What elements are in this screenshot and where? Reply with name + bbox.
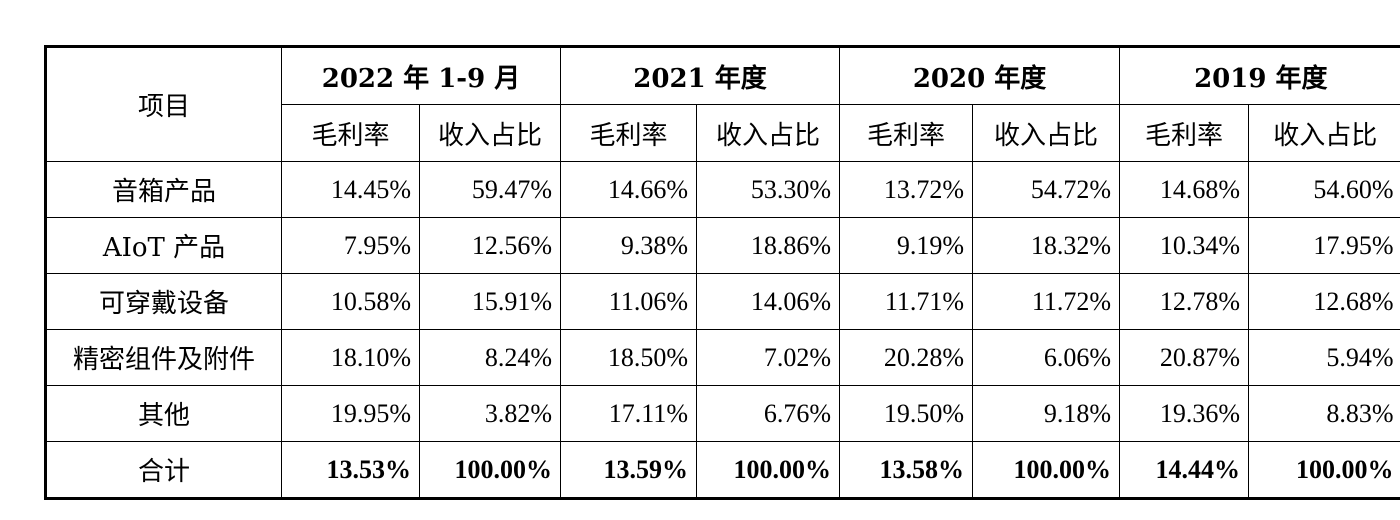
table-cell: 9.18% bbox=[972, 385, 1121, 442]
table-cell: 7.02% bbox=[695, 329, 841, 386]
table-cell: 9.19% bbox=[839, 217, 974, 274]
table-cell: 9.38% bbox=[560, 217, 697, 274]
subheader-gross-margin: 毛利率 bbox=[560, 104, 697, 162]
subheader-revenue-share: 收入占比 bbox=[695, 104, 841, 162]
subheader-gross-margin: 毛利率 bbox=[281, 104, 420, 162]
table-cell: 15.91% bbox=[419, 273, 561, 330]
table-cell: 14.06% bbox=[695, 273, 841, 330]
total-cell: 13.58% bbox=[839, 441, 974, 499]
subheader-gross-margin: 毛利率 bbox=[839, 104, 974, 162]
total-row: 合计 13.53% 100.00% 13.59% 100.00% 13.58% … bbox=[45, 441, 1400, 499]
total-cell: 100.00% bbox=[419, 441, 561, 499]
table-cell: 19.95% bbox=[281, 385, 420, 442]
table-cell: 11.06% bbox=[560, 273, 697, 330]
table-cell: 59.47% bbox=[419, 161, 561, 218]
table-row: 音箱产品 14.45% 59.47% 14.66% 53.30% 13.72% … bbox=[45, 161, 1400, 218]
table-cell: 14.68% bbox=[1119, 161, 1250, 218]
table-cell: 18.32% bbox=[972, 217, 1121, 274]
subheader-revenue-share: 收入占比 bbox=[419, 104, 561, 162]
table-cell: 13.72% bbox=[839, 161, 974, 218]
period-header-1: 2021 年度 bbox=[559, 46, 841, 105]
table-cell: 10.58% bbox=[281, 273, 420, 330]
table-row: 可穿戴设备 10.58% 15.91% 11.06% 14.06% 11.71%… bbox=[45, 273, 1400, 330]
table-cell: 12.78% bbox=[1119, 273, 1250, 330]
subheader-revenue-share: 收入占比 bbox=[1248, 104, 1400, 162]
total-cell: 100.00% bbox=[695, 441, 841, 499]
table-cell: 7.95% bbox=[281, 217, 420, 274]
total-cell: 100.00% bbox=[1248, 441, 1400, 499]
table-cell: 19.50% bbox=[839, 385, 974, 442]
row-label: 其他 bbox=[45, 385, 282, 442]
row-label: AIoT 产品 bbox=[45, 217, 282, 274]
table-body: 音箱产品 14.45% 59.47% 14.66% 53.30% 13.72% … bbox=[45, 161, 1400, 499]
subheader-gross-margin: 毛利率 bbox=[1119, 104, 1250, 162]
period-header-0: 2022 年 1-9 月 bbox=[281, 46, 561, 105]
table-cell: 11.71% bbox=[839, 273, 974, 330]
table-row: 其他 19.95% 3.82% 17.11% 6.76% 19.50% 9.18… bbox=[45, 385, 1400, 442]
table-cell: 18.10% bbox=[281, 329, 420, 386]
gross-margin-table: 项目 2022 年 1-9 月 2021 年度 2020 年度 2019 年度 … bbox=[44, 45, 1400, 500]
table-cell: 5.94% bbox=[1248, 329, 1400, 386]
table-cell: 8.83% bbox=[1248, 385, 1400, 442]
table-cell: 17.11% bbox=[560, 385, 697, 442]
table-cell: 6.76% bbox=[695, 385, 841, 442]
table-cell: 12.56% bbox=[419, 217, 561, 274]
row-label: 精密组件及附件 bbox=[45, 329, 282, 386]
period-header-2: 2020 年度 bbox=[839, 46, 1121, 105]
table-cell: 17.95% bbox=[1248, 217, 1400, 274]
table-cell: 19.36% bbox=[1119, 385, 1250, 442]
gross-margin-table-container: 项目 2022 年 1-9 月 2021 年度 2020 年度 2019 年度 … bbox=[44, 45, 1400, 500]
header-row-periods: 项目 2022 年 1-9 月 2021 年度 2020 年度 2019 年度 bbox=[45, 46, 1400, 162]
row-label: 可穿戴设备 bbox=[45, 273, 282, 330]
table-cell: 11.72% bbox=[972, 273, 1121, 330]
table-cell: 18.50% bbox=[560, 329, 697, 386]
table-cell: 20.28% bbox=[839, 329, 974, 386]
table-cell: 12.68% bbox=[1248, 273, 1400, 330]
total-cell: 100.00% bbox=[972, 441, 1121, 499]
total-cell: 14.44% bbox=[1119, 441, 1250, 499]
total-label: 合计 bbox=[45, 441, 282, 499]
item-header: 项目 bbox=[45, 46, 282, 162]
table-cell: 54.72% bbox=[972, 161, 1121, 218]
total-cell: 13.59% bbox=[560, 441, 697, 499]
table-cell: 10.34% bbox=[1119, 217, 1250, 274]
table-cell: 18.86% bbox=[695, 217, 841, 274]
table-cell: 6.06% bbox=[972, 329, 1121, 386]
table-cell: 53.30% bbox=[695, 161, 841, 218]
subheader-revenue-share: 收入占比 bbox=[972, 104, 1121, 162]
period-header-3: 2019 年度 bbox=[1119, 46, 1400, 105]
table-cell: 20.87% bbox=[1119, 329, 1250, 386]
table-row: AIoT 产品 7.95% 12.56% 9.38% 18.86% 9.19% … bbox=[45, 217, 1400, 274]
row-label: 音箱产品 bbox=[45, 161, 282, 218]
table-cell: 14.66% bbox=[560, 161, 697, 218]
table-cell: 3.82% bbox=[419, 385, 561, 442]
total-cell: 13.53% bbox=[281, 441, 420, 499]
table-cell: 54.60% bbox=[1248, 161, 1400, 218]
table-cell: 14.45% bbox=[281, 161, 420, 218]
table-cell: 8.24% bbox=[419, 329, 561, 386]
table-row: 精密组件及附件 18.10% 8.24% 18.50% 7.02% 20.28%… bbox=[45, 329, 1400, 386]
